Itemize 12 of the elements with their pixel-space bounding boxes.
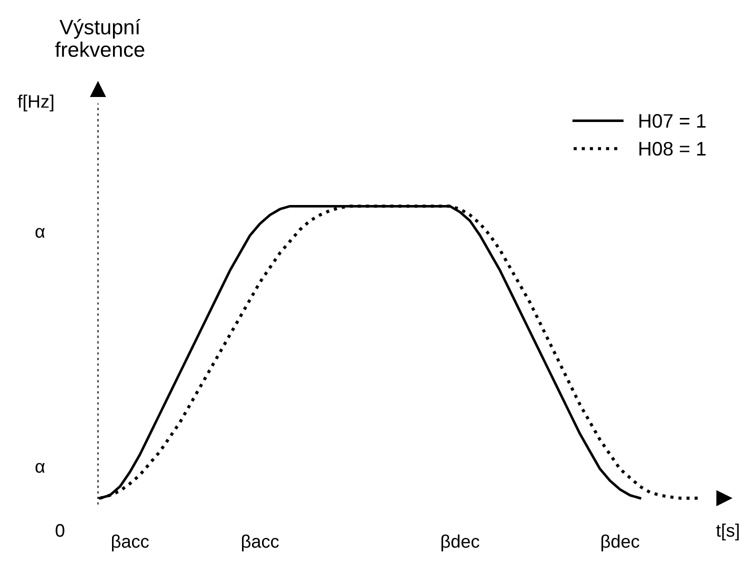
legend-label: H07 = 1 bbox=[639, 114, 706, 128]
text: α bbox=[36, 228, 45, 238]
x-tick-label: βdec bbox=[602, 534, 640, 552]
text: 0 bbox=[56, 524, 64, 537]
text: α bbox=[36, 462, 45, 473]
chart-title: Výstupní frekvence bbox=[55, 18, 144, 57]
text: f[Hz] bbox=[18, 94, 54, 112]
legend-label: H08 = 1 bbox=[639, 142, 706, 156]
x-tick-label: βacc bbox=[112, 534, 149, 552]
x-axis-title: t[s] bbox=[716, 524, 739, 540]
x-tick-label: βacc bbox=[242, 534, 279, 552]
x-tick-label: βdec bbox=[442, 534, 480, 552]
